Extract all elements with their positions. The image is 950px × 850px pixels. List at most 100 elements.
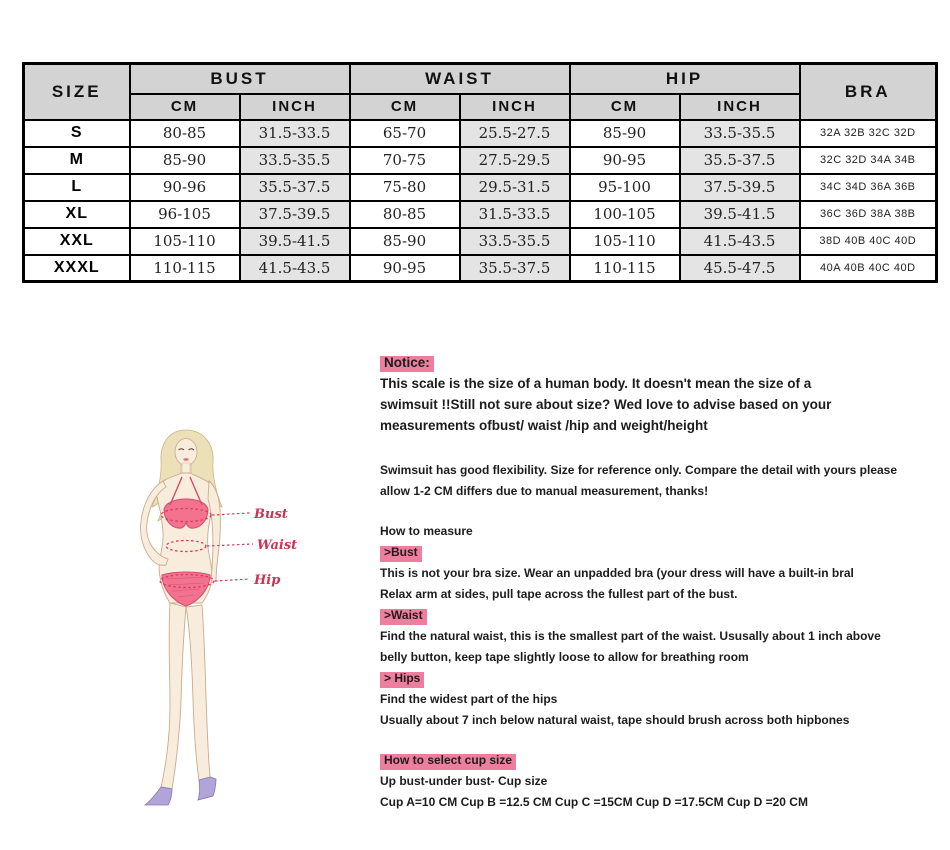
notice-line: This scale is the size of a human body. … (380, 376, 812, 391)
bust-inch-value: 39.5-41.5 (238, 226, 351, 256)
bra-value: 32C 32D 34A 34B (798, 145, 938, 175)
table-header-row-units: CM INCH CM INCH CM INCH (24, 92, 937, 121)
figure-right-shoe (197, 776, 217, 801)
size-value: L (22, 172, 131, 202)
hip-inch-value: 45.5-47.5 (678, 253, 801, 283)
bra-value: 36C 36D 38A 38B (798, 199, 938, 229)
waist-cm-value: 85-90 (348, 226, 461, 256)
hip-inch-value: 39.5-41.5 (678, 199, 801, 229)
figure-bikini-bottom-hatch (165, 576, 207, 598)
header-waist-cm: CM (348, 92, 461, 121)
waist-label: Waist (257, 538, 297, 553)
header-hip-inch: INCH (678, 92, 801, 121)
header-size: SIZE (22, 62, 131, 121)
bust-inch-value: 35.5-37.5 (238, 172, 351, 202)
figure-right-leg (185, 604, 211, 781)
waist-instruction-line: belly button, keep tape slightly loose t… (380, 650, 749, 664)
bust-section-heading: >Bust (380, 542, 950, 563)
table-row: XXXL 110-115 41.5-43.5 90-95 35.5-37.5 1… (22, 253, 938, 283)
hips-instruction-line: Find the widest part of the hips (380, 692, 558, 706)
waist-cm-value: 90-95 (348, 253, 461, 283)
bust-cm-value: 80-85 (128, 118, 241, 148)
bust-cm-value: 110-115 (128, 253, 241, 283)
hips-instruction-line: Usually about 7 inch below natural waist… (380, 713, 850, 727)
bust-instruction-line: This is not your bra size. Wear an unpad… (380, 566, 854, 580)
bra-value: 38D 40B 40C 40D (798, 226, 938, 256)
cup-size-line: Cup A=10 CM Cup B =12.5 CM Cup C =15CM C… (380, 795, 808, 809)
bust-label: Bust (253, 507, 288, 522)
waist-cm-value: 70-75 (348, 145, 461, 175)
figure-eyes (178, 448, 195, 451)
waist-inch-value: 35.5-37.5 (458, 253, 571, 283)
hip-inch-value: 41.5-43.5 (678, 226, 801, 256)
waist-inch-value: 33.5-35.5 (458, 226, 571, 256)
flexibility-line: allow 1-2 CM differs due to manual measu… (380, 484, 709, 498)
table-row: XXL 105-110 39.5-41.5 85-90 33.5-35.5 10… (22, 226, 938, 256)
notice-heading: Notice: (380, 352, 950, 373)
bra-value: 40A 40B 40C 40D (798, 253, 938, 283)
size-value: M (22, 145, 131, 175)
header-hip: HIP (568, 62, 801, 95)
waist-inch-value: 31.5-33.5 (458, 199, 571, 229)
header-bust: BUST (128, 62, 351, 95)
bra-value: 34C 34D 36A 36B (798, 172, 938, 202)
cup-size-heading: How to select cup size (380, 750, 950, 771)
figure-lips (183, 458, 189, 461)
header-bra: BRA (798, 62, 938, 121)
size-guide-figure: Bust Waist Hip (100, 425, 360, 820)
figure-left-arm (140, 480, 169, 566)
hip-cm-value: 95-100 (568, 172, 681, 202)
waist-section-heading: >Waist (380, 605, 950, 626)
bust-cm-value: 105-110 (128, 226, 241, 256)
bust-cm-value: 96-105 (128, 199, 241, 229)
bust-leader-line (211, 512, 251, 516)
bust-inch-value: 37.5-39.5 (238, 199, 351, 229)
waist-inch-value: 29.5-31.5 (458, 172, 571, 202)
hip-cm-value: 110-115 (568, 253, 681, 283)
table-row: M 85-90 33.5-35.5 70-75 27.5-29.5 90-95 … (22, 145, 938, 175)
hip-measure-line (159, 573, 215, 589)
hip-cm-value: 90-95 (568, 145, 681, 175)
size-value: S (22, 118, 131, 148)
size-value: XXL (22, 226, 131, 256)
measurement-info-column: Notice: This scale is the size of a huma… (380, 352, 950, 813)
figure-bikini-straps (169, 476, 203, 506)
measurement-figure-illustration: Bust Waist Hip (140, 429, 297, 806)
bust-inch-value: 41.5-43.5 (238, 253, 351, 283)
size-value: XXXL (22, 253, 131, 283)
waist-inch-value: 25.5-27.5 (458, 118, 571, 148)
table-row: S 80-85 31.5-33.5 65-70 25.5-27.5 85-90 … (22, 118, 938, 148)
bust-measure-line (160, 507, 212, 523)
bust-inch-value: 33.5-35.5 (238, 145, 351, 175)
bust-cm-value: 85-90 (128, 145, 241, 175)
figure-bikini-bottom (161, 571, 211, 607)
hip-cm-value: 100-105 (568, 199, 681, 229)
hip-cm-value: 105-110 (568, 226, 681, 256)
table-row: L 90-96 35.5-37.5 75-80 29.5-31.5 95-100… (22, 172, 938, 202)
hips-section-heading: > Hips (380, 668, 950, 689)
size-value: XL (22, 199, 131, 229)
notice-line: measurements ofbust/ waist /hip and weig… (380, 418, 708, 433)
hip-inch-value: 35.5-37.5 (678, 145, 801, 175)
header-waist: WAIST (348, 62, 571, 95)
waist-cm-value: 75-80 (348, 172, 461, 202)
bust-cm-value: 90-96 (128, 172, 241, 202)
figure-right-arm (207, 480, 221, 582)
how-to-measure-heading: How to measure (380, 524, 473, 538)
header-waist-inch: INCH (458, 92, 571, 121)
bra-value: 32A 32B 32C 32D (798, 118, 938, 148)
hip-cm-value: 85-90 (568, 118, 681, 148)
flexibility-line: Swimsuit has good flexibility. Size for … (380, 463, 898, 477)
figure-left-shoe (143, 786, 173, 806)
waist-cm-value: 80-85 (348, 199, 461, 229)
waist-measure-line (165, 539, 207, 553)
bust-instruction-line: Relax arm at sides, pull tape across the… (380, 587, 738, 601)
figure-left-leg (160, 602, 187, 790)
notice-line: swimsuit !!Still not sure about size? We… (380, 397, 832, 412)
header-hip-cm: CM (568, 92, 681, 121)
waist-cm-value: 65-70 (348, 118, 461, 148)
hip-inch-value: 33.5-35.5 (678, 118, 801, 148)
cup-size-line: Up bust-under bust- Cup size (380, 774, 548, 788)
hip-leader-line (214, 578, 251, 582)
waist-inch-value: 27.5-29.5 (458, 145, 571, 175)
